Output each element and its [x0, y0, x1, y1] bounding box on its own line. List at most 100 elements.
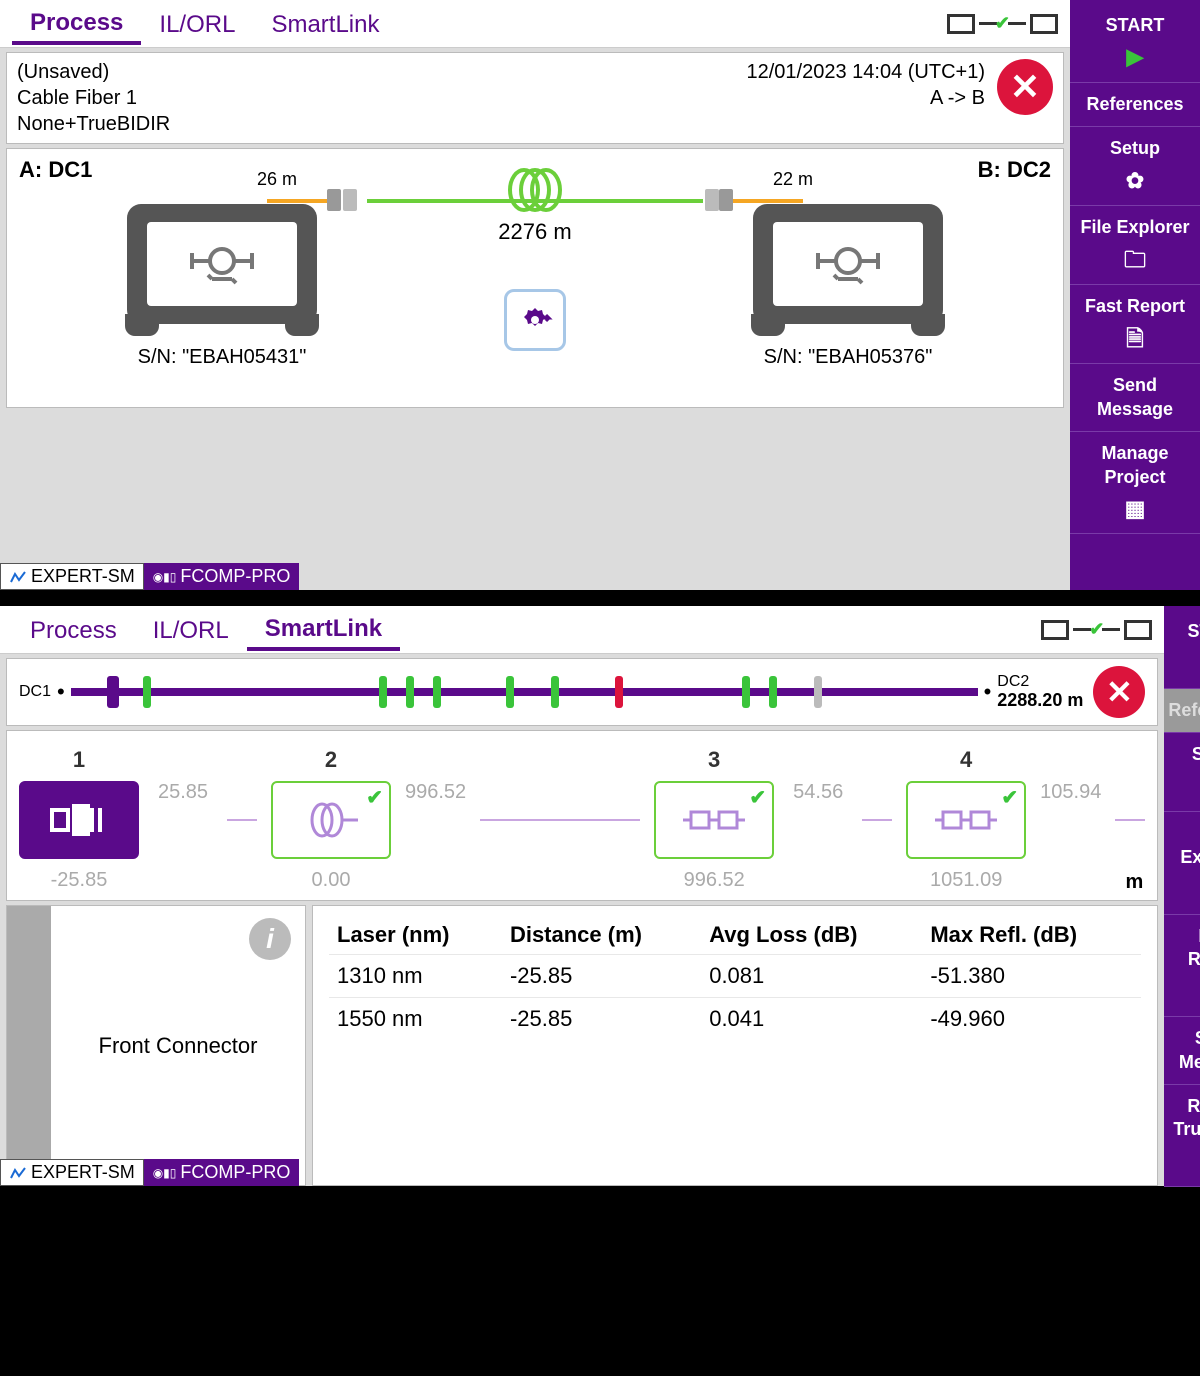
trace-event[interactable] [615, 676, 623, 708]
event-name: Front Connector [51, 1033, 305, 1059]
file-explorer-button[interactable]: File Explorer🗀 [1070, 206, 1200, 285]
card-gap-distance: 105.94 [1040, 781, 1101, 804]
trace-event[interactable] [814, 676, 822, 708]
tab-process-2[interactable]: Process [12, 611, 135, 649]
close-button[interactable]: ✕ [997, 59, 1053, 115]
fiber-coil-icon [500, 167, 570, 218]
launch-a-length: 26 m [257, 169, 297, 190]
tab-ilorl-2[interactable]: IL/ORL [135, 611, 247, 649]
grid-icon: ▦ [1074, 495, 1196, 524]
event-card[interactable]: 3✔996.52 [654, 747, 774, 892]
report-icon: 🗎 [1168, 978, 1200, 1007]
file-mode: None+TrueBIDIR [17, 111, 747, 137]
card-position: 0.00 [271, 869, 391, 892]
card-gap-distance: 996.52 [405, 781, 466, 804]
file-direction: A -> B [747, 85, 986, 111]
file-unsaved: (Unsaved) [17, 59, 747, 85]
card-gap-distance: 25.85 [158, 781, 208, 804]
fast-report-button[interactable]: Fast Report🗎 [1070, 285, 1200, 364]
card-number: 3 [654, 747, 774, 773]
measurement-table: Laser (nm)Distance (m)Avg Loss (dB)Max R… [329, 916, 1141, 1040]
replay-button[interactable]: Replay TrueBIDIR⟳ [1164, 1085, 1200, 1187]
table-row: 1550 nm-25.850.041-49.960 [329, 998, 1141, 1041]
trace-event[interactable] [769, 676, 777, 708]
references-button-2: References [1164, 689, 1200, 733]
manage-project-button[interactable]: Manage Project▦ [1070, 432, 1200, 534]
send-message-button[interactable]: Send Message [1070, 364, 1200, 432]
file-explorer-button-2[interactable]: File Explorer🗀 [1164, 812, 1200, 914]
trace-line [71, 688, 978, 696]
table-cell: 1550 nm [329, 998, 502, 1041]
table-header: Distance (m) [502, 916, 701, 955]
table-cell: -49.960 [922, 998, 1141, 1041]
file-cable: Cable Fiber 1 [17, 85, 747, 111]
tab-smartlink[interactable]: SmartLink [253, 5, 397, 43]
settings-gear-button[interactable] [504, 289, 566, 351]
link-diagram: A: DC1 B: DC2 26 m 22 m 2276 m [6, 148, 1064, 408]
tab-bar-2: Process IL/ORL SmartLink ✔ [0, 606, 1164, 654]
trace-event[interactable] [379, 676, 387, 708]
table-row: 1310 nm-25.850.081-51.380 [329, 955, 1141, 998]
endpoint-b-label: B: DC2 [978, 157, 1051, 183]
endpoint-a-label: A: DC1 [19, 157, 92, 183]
folder-icon: 🗀 [1074, 246, 1196, 275]
close-button-2[interactable]: ✕ [1093, 666, 1145, 718]
tab-ilorl[interactable]: IL/ORL [141, 5, 253, 43]
otdr-icon [182, 239, 262, 289]
fast-report-button-2[interactable]: Fast Report🗎 [1164, 915, 1200, 1017]
send-message-button-2[interactable]: Send Message [1164, 1017, 1200, 1085]
card-number: 2 [271, 747, 391, 773]
trace-overview[interactable]: DC1 • • DC22288.20 m ✕ [6, 658, 1158, 726]
table-header: Laser (nm) [329, 916, 502, 955]
trace-event[interactable] [506, 676, 514, 708]
event-card[interactable]: 1 -25.85 [19, 747, 139, 892]
trace-event[interactable] [742, 676, 750, 708]
module-fcomp-pro[interactable]: ◉▮▯ FCOMP-PRO [144, 563, 300, 590]
gear-icon: ✿ [1074, 167, 1196, 196]
event-card[interactable]: 4✔1051.09 [906, 747, 1026, 892]
card-position: -25.85 [19, 869, 139, 892]
table-cell: -25.85 [502, 998, 701, 1041]
module-fcomp-pro-2[interactable]: ◉▮▯ FCOMP-PRO [144, 1159, 300, 1186]
trace-event[interactable] [551, 676, 559, 708]
trace-event[interactable] [107, 676, 119, 708]
trace-event[interactable] [143, 676, 151, 708]
link-status-icon: ✔ [947, 13, 1058, 34]
sidebar: START▶ References Setup✿ File Explorer🗀 … [1070, 0, 1200, 590]
table-header: Max Refl. (dB) [922, 916, 1141, 955]
app-bottom-bar: EXPERT-SM ◉▮▯ FCOMP-PRO [0, 563, 299, 590]
trace-start-label: DC1 [19, 683, 51, 701]
app-bottom-bar-2: EXPERT-SM ◉▮▯ FCOMP-PRO [0, 1159, 299, 1186]
info-icon[interactable]: i [249, 918, 291, 960]
device-a: S/N: "EBAH05431" [117, 204, 327, 369]
report-icon: 🗎 [1074, 325, 1196, 354]
references-button[interactable]: References [1070, 83, 1200, 127]
card-number: 4 [906, 747, 1026, 773]
gear-icon: ✿ [1168, 773, 1200, 802]
trace-event[interactable] [406, 676, 414, 708]
device-b-sn: S/N: "EBAH05376" [743, 346, 953, 369]
trace-event[interactable] [433, 676, 441, 708]
refresh-icon: ⟳ [1168, 1148, 1200, 1177]
tab-process[interactable]: Process [12, 3, 141, 45]
event-detail: Front Connector i Laser (nm)Distance (m)… [6, 905, 1158, 1186]
table-cell: -51.380 [922, 955, 1141, 998]
event-card[interactable]: 2✔0.00 [271, 747, 391, 892]
module-expert-sm-2[interactable]: EXPERT-SM [0, 1159, 144, 1186]
tab-smartlink-2[interactable]: SmartLink [247, 609, 400, 651]
start-button-2[interactable]: START▶ [1164, 606, 1200, 689]
table-cell: 0.041 [701, 998, 922, 1041]
setup-button[interactable]: Setup✿ [1070, 127, 1200, 206]
tab-bar: Process IL/ORL SmartLink ✔ [0, 0, 1070, 48]
folder-icon: 🗀 [1168, 875, 1200, 904]
card-position: 996.52 [654, 869, 774, 892]
table-cell: -25.85 [502, 955, 701, 998]
card-number: 1 [19, 747, 139, 773]
start-button[interactable]: START▶ [1070, 0, 1200, 83]
table-header: Avg Loss (dB) [701, 916, 922, 955]
module-expert-sm[interactable]: EXPERT-SM [0, 563, 144, 590]
table-cell: 0.081 [701, 955, 922, 998]
setup-button-2[interactable]: Setup✿ [1164, 733, 1200, 812]
table-cell: 1310 nm [329, 955, 502, 998]
file-header: (Unsaved) Cable Fiber 1 None+TrueBIDIR 1… [6, 52, 1064, 144]
